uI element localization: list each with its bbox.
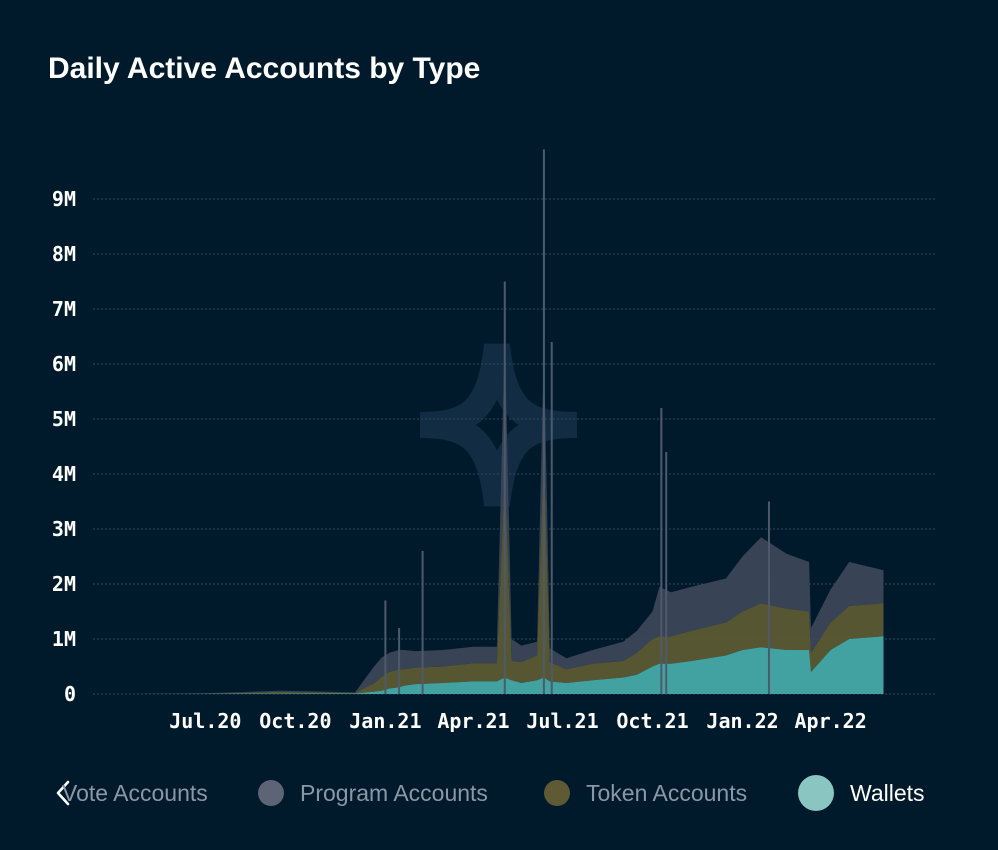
y-tick-label: 5M	[52, 407, 76, 431]
grid-lines	[93, 198, 935, 695]
x-tick-label: Apr.22	[794, 709, 866, 733]
x-tick-label: Jul.20	[169, 709, 241, 733]
x-tick-label: Jan.22	[706, 709, 778, 733]
legend-item-program-accounts[interactable]: Program Accounts	[258, 770, 488, 816]
y-tick-label: 3M	[52, 517, 76, 541]
y-tick-label: 7M	[52, 297, 76, 321]
legend-swatch	[544, 780, 570, 806]
legend: Vote Accounts Program Accounts Token Accou…	[0, 770, 998, 816]
chart-title: Daily Active Accounts by Type	[48, 52, 481, 85]
legend-item-vote-accounts[interactable]: Vote Accounts	[62, 770, 208, 816]
legend-prev-button[interactable]	[50, 776, 80, 810]
y-tick-label: 2M	[52, 572, 76, 596]
legend-item-wallets[interactable]: Wallets	[798, 770, 925, 816]
x-axis: Jul.20 Oct.20 Jan.21 Apr.21 Jul.21 Oct.21 Jan.…	[169, 709, 867, 733]
y-tick-label: 4M	[52, 462, 76, 486]
x-tick-label: Jan.21	[349, 709, 421, 733]
y-tick-label: 8M	[52, 242, 76, 266]
legend-label: Wallets	[850, 779, 925, 806]
y-axis: 0 1M 2M 3M 4M 5M 6M 7M 8M 9M	[52, 187, 76, 706]
legend-swatch	[798, 775, 834, 811]
x-tick-label: Oct.21	[616, 709, 688, 733]
y-tick-label: 9M	[52, 187, 76, 211]
legend-swatch	[258, 780, 284, 806]
watermark-star	[419, 343, 578, 507]
area-wallets	[134, 636, 884, 694]
y-tick-label: 0	[64, 682, 76, 706]
legend-label: Vote Accounts	[62, 779, 208, 806]
legend-label: Token Accounts	[586, 779, 748, 806]
x-tick-label: Jul.21	[526, 709, 598, 733]
y-tick-label: 6M	[52, 352, 76, 376]
area-program-accounts	[134, 336, 884, 694]
area-series	[134, 336, 884, 694]
area-token-accounts	[134, 446, 884, 694]
legend-label: Program Accounts	[300, 779, 488, 806]
x-tick-label: Apr.21	[437, 709, 509, 733]
watermark-logo	[419, 343, 578, 507]
y-tick-label: 1M	[52, 627, 76, 651]
x-tick-label: Oct.20	[259, 709, 331, 733]
spike-layer	[384, 149, 770, 694]
chevron-left-icon	[56, 780, 70, 806]
legend-item-token-accounts[interactable]: Token Accounts	[544, 770, 747, 816]
